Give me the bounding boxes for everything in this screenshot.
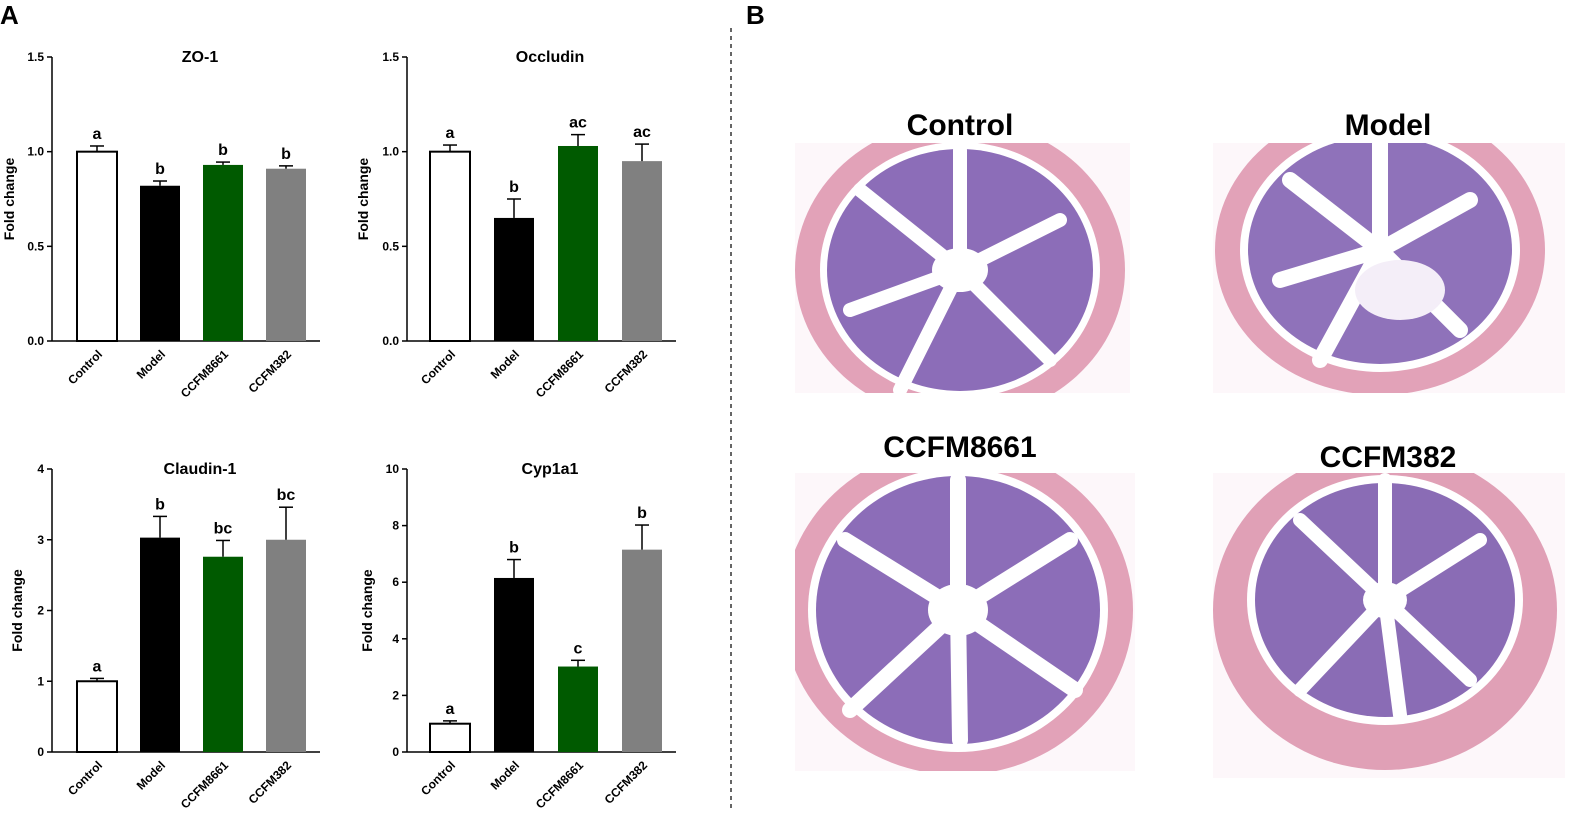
chart-title: ZO-1 <box>182 49 219 66</box>
significance-letter: a <box>93 658 102 675</box>
bar-ccfm382 <box>266 168 306 341</box>
y-axis-label: Fold change <box>359 569 375 652</box>
category-label: Model <box>134 347 168 381</box>
bar-ccfm8661 <box>558 666 598 752</box>
y-tick-label: 2 <box>392 688 399 702</box>
significance-letter: bc <box>277 487 296 504</box>
y-axis-label: Fold change <box>1 158 17 241</box>
y-tick-label: 1.5 <box>27 50 44 64</box>
bar-ccfm8661 <box>558 145 598 341</box>
y-tick-label: 0.5 <box>27 239 44 253</box>
y-tick-label: 8 <box>392 519 399 533</box>
bar-control <box>76 680 118 753</box>
bar-control <box>429 722 471 754</box>
y-tick-label: 10 <box>386 462 400 476</box>
y-tick-label: 0.0 <box>382 334 399 348</box>
category-label: CCFM8661 <box>533 758 587 812</box>
histology-label-ccfm382: CCFM382 <box>1320 441 1457 474</box>
y-tick-label: 6 <box>392 575 399 589</box>
significance-letter: ac <box>633 124 651 141</box>
category-label: Control <box>418 347 458 387</box>
y-tick-label: 0 <box>392 745 399 759</box>
bar-ccfm8661 <box>203 556 243 752</box>
y-tick-label: 2 <box>37 604 44 618</box>
y-tick-label: 4 <box>37 462 44 476</box>
category-label: Control <box>418 758 458 798</box>
significance-letter: b <box>637 505 647 522</box>
y-tick-label: 1.5 <box>382 50 399 64</box>
histology-image-model <box>1213 143 1565 393</box>
y-tick-label: 1.0 <box>27 145 44 159</box>
chart-claudin-1: Claudin-1 Fold change 0 1 2 3 4 a Control b Model b… <box>9 461 320 812</box>
y-tick-label: 1.0 <box>382 145 399 159</box>
significance-letter: a <box>446 125 455 142</box>
chart-title: Occludin <box>516 49 584 66</box>
significance-letter: b <box>155 496 165 513</box>
y-tick-label: 0 <box>37 745 44 759</box>
category-label: CCFM8661 <box>178 758 232 812</box>
chart-title: Claudin-1 <box>164 461 237 478</box>
significance-letter: b <box>509 540 519 557</box>
y-tick-label: 0.5 <box>382 239 399 253</box>
significance-letter: b <box>509 179 519 196</box>
histology-image-ccfm8661 <box>795 473 1135 771</box>
category-label: Control <box>65 347 105 387</box>
bar-ccfm382 <box>266 539 306 752</box>
bar-model <box>494 577 534 752</box>
category-label: CCFM382 <box>246 347 295 396</box>
bar-ccfm382 <box>622 161 662 341</box>
category-label: Model <box>488 347 522 381</box>
y-axis-label: Fold change <box>9 569 25 652</box>
significance-letter: b <box>155 161 165 178</box>
bar-model <box>140 537 180 752</box>
chart-grid: ZO-1 Fold change 0.0 0.5 1.0 1.5 a Control b Mode… <box>1 49 676 812</box>
panel-letter-b: B <box>746 0 765 30</box>
histology-panel: Control Model CCFM8661 <box>795 109 1565 778</box>
significance-letter: bc <box>214 520 233 537</box>
significance-letter: b <box>218 142 228 159</box>
significance-letter: a <box>446 701 455 718</box>
y-tick-label: 4 <box>392 632 399 646</box>
significance-letter: a <box>93 126 102 143</box>
histology-image-ccfm382 <box>1213 473 1565 778</box>
category-label: Model <box>488 758 522 792</box>
chart-occludin: Occludin Fold change 0.0 0.5 1.0 1.5 a Control b… <box>355 49 676 401</box>
bar-control <box>429 150 471 342</box>
bar-control <box>76 150 118 342</box>
chart-cyp1a1: Cyp1a1 Fold change 0 2 4 6 8 10 a Control b Model c C… <box>359 461 676 812</box>
category-label: CCFM8661 <box>533 347 587 401</box>
panel-letter-a: A <box>0 0 19 30</box>
bar-model <box>140 185 180 341</box>
y-axis-label: Fold change <box>355 158 371 241</box>
histology-image-control <box>795 143 1130 393</box>
category-label: Control <box>65 758 105 798</box>
histology-label-control: Control <box>907 109 1014 142</box>
category-label: CCFM8661 <box>178 347 232 401</box>
histology-label-model: Model <box>1345 109 1432 142</box>
chart-title: Cyp1a1 <box>522 461 579 478</box>
significance-letter: c <box>574 640 583 657</box>
category-label: CCFM382 <box>602 758 651 807</box>
y-tick-label: 0.0 <box>27 334 44 348</box>
significance-letter: ac <box>569 115 587 132</box>
category-label: CCFM382 <box>246 758 295 807</box>
category-label: Model <box>134 758 168 792</box>
y-tick-label: 1 <box>37 674 44 688</box>
bar-ccfm382 <box>622 549 662 752</box>
histology-label-ccfm8661: CCFM8661 <box>883 431 1036 464</box>
chart-zo-1: ZO-1 Fold change 0.0 0.5 1.0 1.5 a Control b Mode… <box>1 49 320 401</box>
y-tick-label: 3 <box>37 533 44 547</box>
bar-model <box>494 217 534 341</box>
bar-ccfm8661 <box>203 164 243 341</box>
category-label: CCFM382 <box>602 347 651 396</box>
significance-letter: b <box>281 146 291 163</box>
